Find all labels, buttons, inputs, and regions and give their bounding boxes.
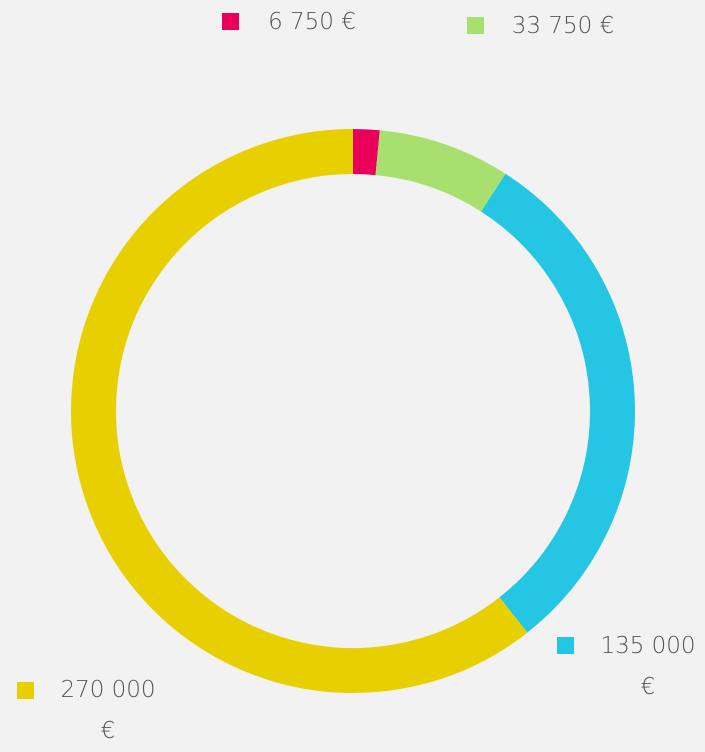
donut-segment <box>71 129 528 693</box>
value-label: 135 000 € <box>600 633 696 700</box>
donut-segment <box>481 173 635 633</box>
donut-segment <box>352 129 380 176</box>
legend-swatch <box>17 682 34 699</box>
donut-segment <box>375 130 506 212</box>
legend-swatch <box>222 13 239 30</box>
value-label: 270 000 € <box>60 677 156 744</box>
legend-swatch <box>557 637 574 654</box>
value-label: 6 750 € <box>268 9 356 35</box>
legend-swatch <box>467 17 484 34</box>
value-label: 33 750 € <box>511 13 615 39</box>
